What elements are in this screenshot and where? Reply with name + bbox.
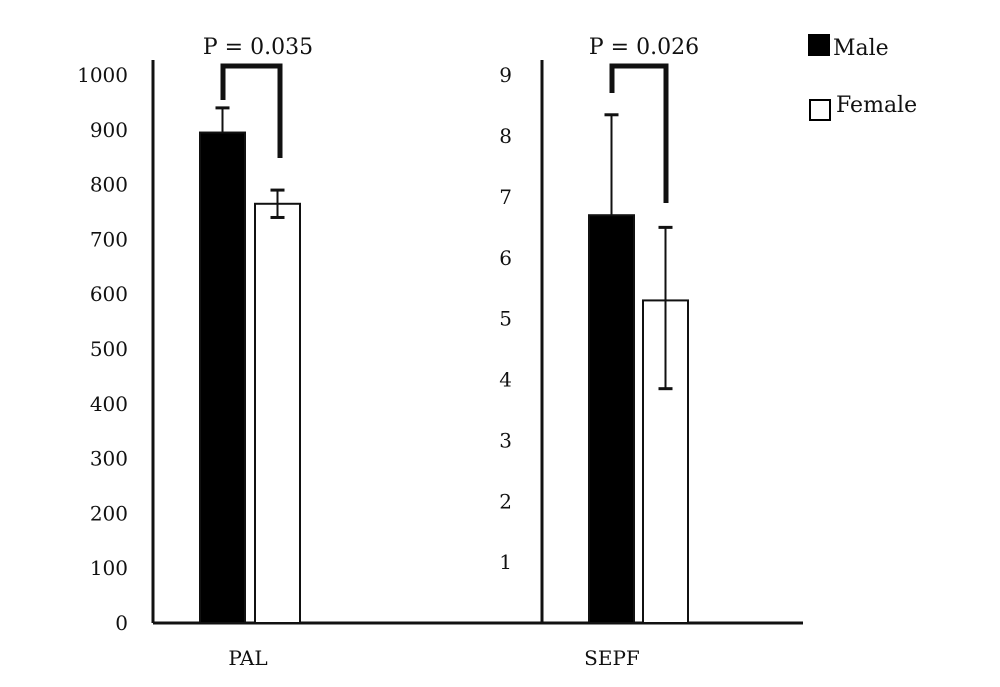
legend-swatch-female	[809, 99, 831, 121]
panel-2-y-tick-label: 4	[499, 368, 512, 392]
legend-swatch-male	[808, 34, 830, 56]
sepf-significance-bracket	[609, 63, 669, 203]
panel-2-y-tick-label: 9	[499, 63, 512, 87]
panel-2-y-tick-label: 2	[499, 489, 512, 513]
panel-2-y-tick-label: 1	[499, 550, 512, 574]
panel-1-y-tick-label: 200	[90, 501, 128, 525]
panel-2-y-tick-label: 3	[499, 428, 512, 452]
panel-2-y-tick-label: 8	[499, 124, 512, 148]
legend-label-female: Female	[836, 93, 917, 118]
panel-1-y-tick-label: 900	[90, 118, 128, 142]
panel-1-y-tick-label: 300	[90, 447, 128, 471]
pal-p-value: P = 0.035	[203, 35, 313, 60]
panel-2-y-tick-label: 5	[499, 307, 512, 331]
panel-1-bar-female	[254, 202, 301, 624]
pal-significance-bracket	[220, 63, 283, 158]
panel-1-y-tick-label: 800	[90, 173, 128, 197]
panel-2-y-tick-label: 6	[499, 246, 512, 270]
panel-2-y-tick-label: 7	[499, 185, 512, 209]
legend-label-male: Male	[833, 36, 889, 61]
panel-1-y-tick-label: 700	[90, 227, 128, 251]
panel-1-y-tick-label: 500	[90, 337, 128, 361]
panel-1-y-tick-label: 600	[90, 282, 128, 306]
panel-1-bar-male	[199, 131, 246, 624]
panel-1-y-tick-label: 0	[115, 611, 128, 635]
panel-1-y-tick-label: 100	[90, 556, 128, 580]
panel-1-y-tick-label: 1000	[77, 63, 128, 87]
sepf-p-value: P = 0.026	[589, 35, 699, 60]
legend: Male Female	[808, 34, 917, 121]
panel-2-bar-male	[588, 214, 635, 624]
category-label-pal: PAL	[228, 646, 267, 670]
category-label-sepf: SEPF	[584, 646, 640, 670]
panel-1-y-tick-label: 400	[90, 392, 128, 416]
